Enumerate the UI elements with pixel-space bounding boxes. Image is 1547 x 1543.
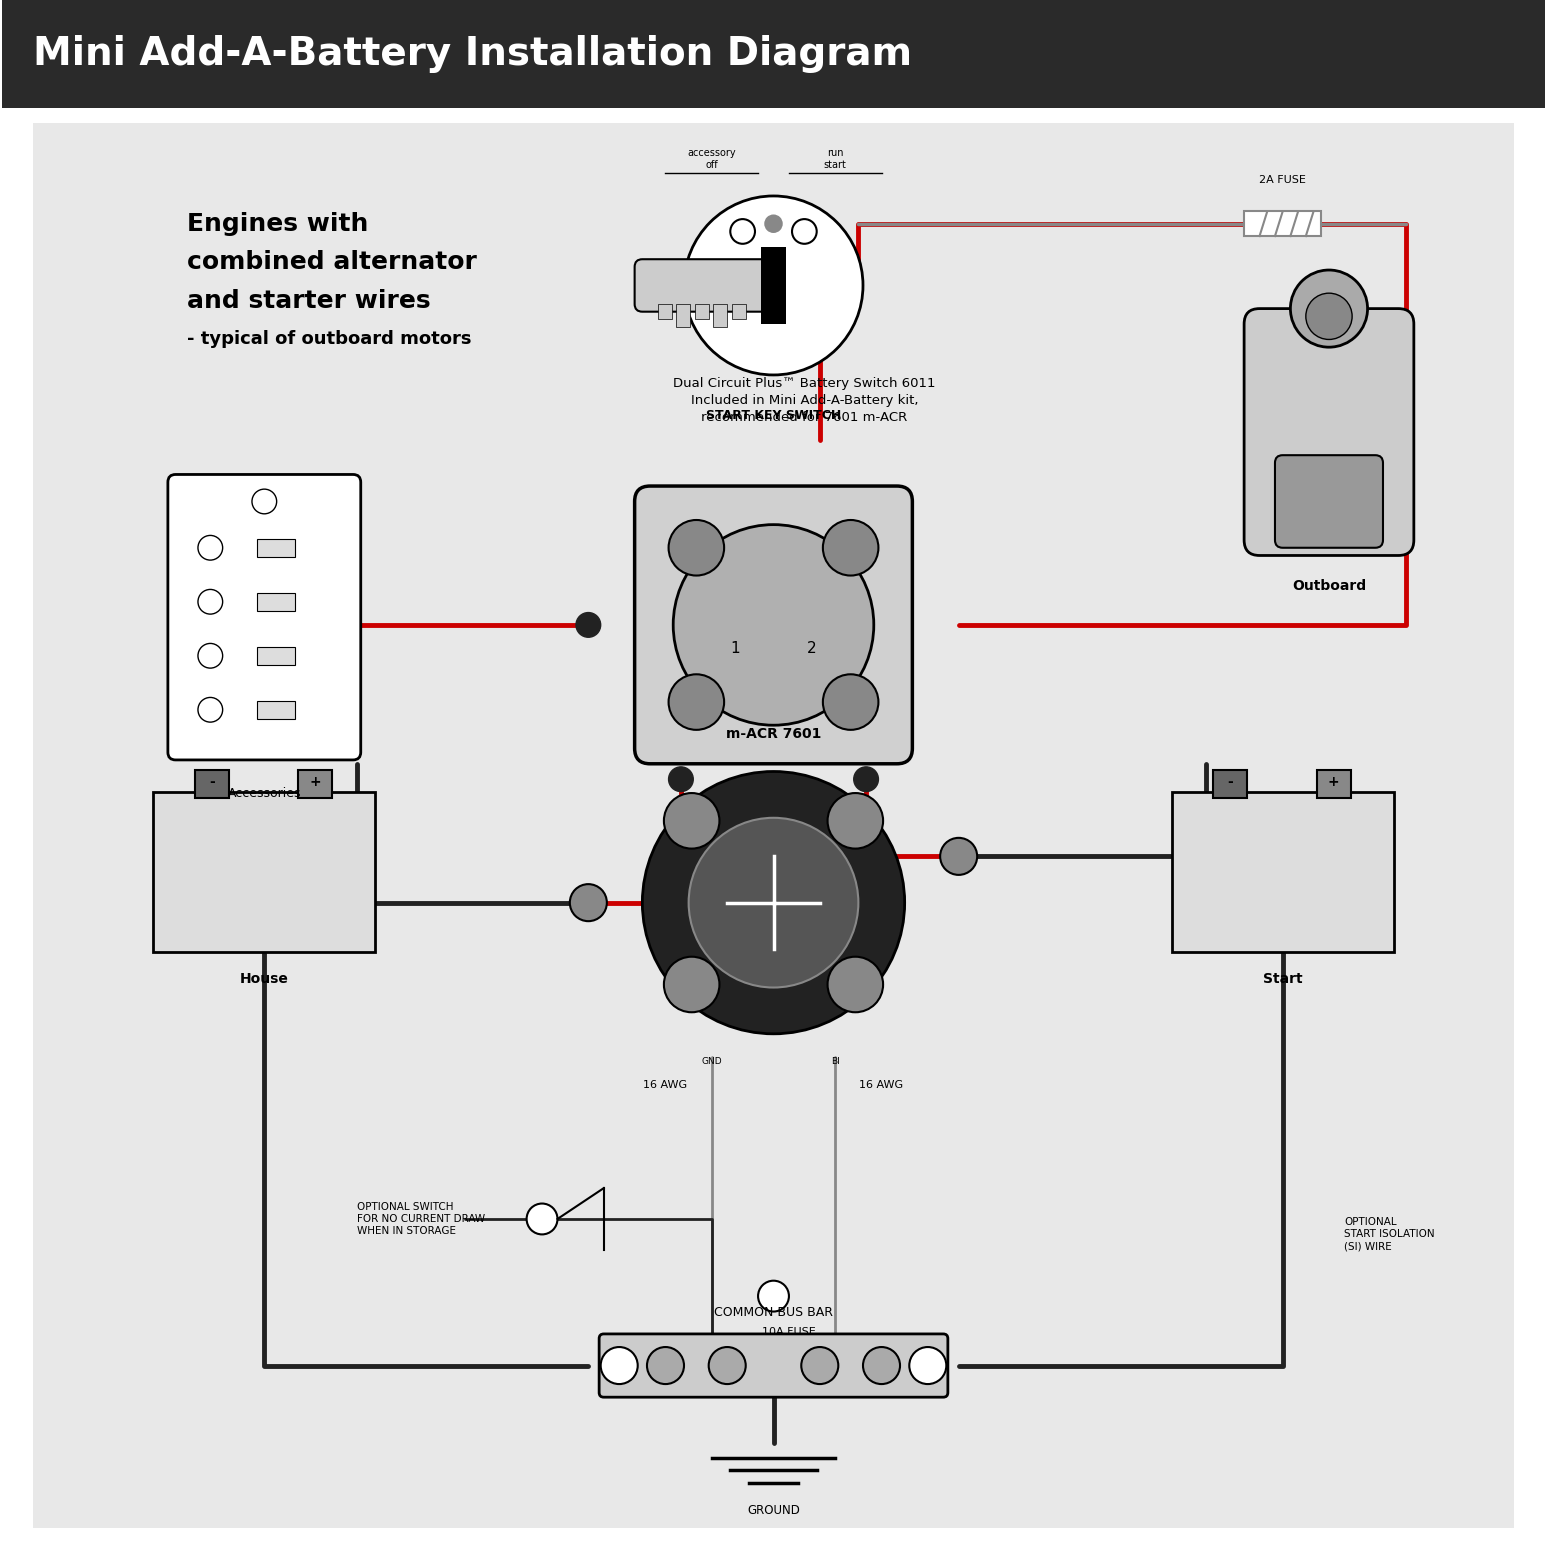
- Text: GND: GND: [701, 1057, 722, 1066]
- Bar: [1244, 211, 1321, 236]
- Bar: [732, 304, 746, 319]
- Text: BI: BI: [831, 1057, 840, 1066]
- Bar: [713, 304, 727, 327]
- Bar: [1316, 770, 1351, 798]
- Bar: [1213, 770, 1247, 798]
- Text: Accessories: Accessories: [227, 787, 302, 799]
- FancyBboxPatch shape: [1275, 455, 1383, 548]
- Text: 16 AWG: 16 AWG: [644, 1080, 687, 1089]
- Text: run
start: run start: [825, 148, 846, 170]
- Text: m-ACR 7601: m-ACR 7601: [726, 727, 821, 741]
- Circle shape: [526, 1204, 557, 1234]
- Text: 1: 1: [730, 640, 739, 656]
- Circle shape: [198, 535, 223, 560]
- Text: 2: 2: [808, 640, 817, 656]
- Circle shape: [764, 214, 783, 233]
- Bar: [676, 304, 690, 327]
- FancyBboxPatch shape: [634, 486, 913, 764]
- Circle shape: [828, 957, 883, 1012]
- Bar: [195, 770, 229, 798]
- Text: 2A FUSE: 2A FUSE: [1259, 176, 1306, 185]
- Circle shape: [823, 520, 879, 576]
- Text: -: -: [209, 775, 215, 790]
- Text: +: +: [309, 775, 322, 790]
- Circle shape: [684, 196, 863, 375]
- Circle shape: [947, 844, 972, 869]
- Bar: [257, 539, 295, 557]
- Text: - typical of outboard motors: - typical of outboard motors: [187, 330, 472, 349]
- Text: 10A FUSE: 10A FUSE: [763, 1327, 815, 1336]
- Bar: [257, 701, 295, 719]
- Circle shape: [823, 674, 879, 730]
- Circle shape: [910, 1347, 947, 1384]
- FancyBboxPatch shape: [634, 259, 781, 312]
- Text: -: -: [1227, 775, 1233, 790]
- Circle shape: [647, 1347, 684, 1384]
- Circle shape: [854, 767, 879, 792]
- Circle shape: [688, 818, 859, 988]
- Circle shape: [730, 219, 755, 244]
- Circle shape: [575, 613, 600, 637]
- Text: OPTIONAL
START ISOLATION
(SI) WIRE: OPTIONAL START ISOLATION (SI) WIRE: [1344, 1217, 1436, 1251]
- Text: accessory
off: accessory off: [687, 148, 736, 170]
- Circle shape: [664, 957, 719, 1012]
- Text: House: House: [240, 972, 289, 986]
- FancyBboxPatch shape: [2, 0, 1545, 108]
- FancyBboxPatch shape: [1244, 309, 1414, 555]
- Text: 16 AWG: 16 AWG: [860, 1080, 903, 1089]
- Bar: [257, 647, 295, 665]
- Circle shape: [801, 1347, 838, 1384]
- Circle shape: [792, 219, 817, 244]
- FancyBboxPatch shape: [599, 1333, 948, 1398]
- Text: +: +: [1327, 775, 1340, 790]
- FancyBboxPatch shape: [153, 792, 376, 952]
- Circle shape: [575, 890, 600, 915]
- Circle shape: [198, 697, 223, 722]
- Text: Mini Add-A-Battery Installation Diagram: Mini Add-A-Battery Installation Diagram: [32, 35, 913, 73]
- Bar: [761, 247, 786, 324]
- Text: START KEY SWITCH: START KEY SWITCH: [705, 409, 842, 421]
- Bar: [257, 593, 295, 611]
- Circle shape: [642, 772, 905, 1034]
- Circle shape: [758, 1281, 789, 1312]
- Text: Start: Start: [1262, 972, 1303, 986]
- Circle shape: [664, 793, 719, 849]
- Circle shape: [569, 884, 606, 921]
- Text: and starter wires: and starter wires: [187, 289, 430, 313]
- Circle shape: [600, 1347, 637, 1384]
- Text: OPTIONAL SWITCH
FOR NO CURRENT DRAW
WHEN IN STORAGE: OPTIONAL SWITCH FOR NO CURRENT DRAW WHEN…: [357, 1202, 486, 1236]
- Circle shape: [863, 1347, 900, 1384]
- Circle shape: [1290, 270, 1368, 347]
- Circle shape: [1306, 293, 1352, 339]
- Circle shape: [673, 525, 874, 725]
- Circle shape: [709, 1347, 746, 1384]
- Circle shape: [668, 520, 724, 576]
- FancyBboxPatch shape: [32, 123, 1515, 1528]
- Text: COMMON BUS BAR: COMMON BUS BAR: [715, 1307, 832, 1319]
- Circle shape: [941, 838, 978, 875]
- FancyBboxPatch shape: [169, 475, 360, 761]
- Text: Engines with: Engines with: [187, 211, 368, 236]
- Circle shape: [252, 489, 277, 514]
- Circle shape: [668, 767, 693, 792]
- Circle shape: [198, 589, 223, 614]
- Text: combined alternator: combined alternator: [187, 250, 476, 275]
- Circle shape: [668, 674, 724, 730]
- Bar: [695, 304, 709, 319]
- FancyBboxPatch shape: [1171, 792, 1394, 952]
- Bar: [657, 304, 671, 319]
- Text: GROUND: GROUND: [747, 1504, 800, 1517]
- Circle shape: [198, 643, 223, 668]
- Bar: [299, 770, 333, 798]
- Text: Outboard: Outboard: [1292, 579, 1366, 593]
- Text: Dual Circuit Plus™ Battery Switch 6011
Included in Mini Add-A-Battery kit,
recom: Dual Circuit Plus™ Battery Switch 6011 I…: [673, 378, 936, 424]
- Circle shape: [828, 793, 883, 849]
